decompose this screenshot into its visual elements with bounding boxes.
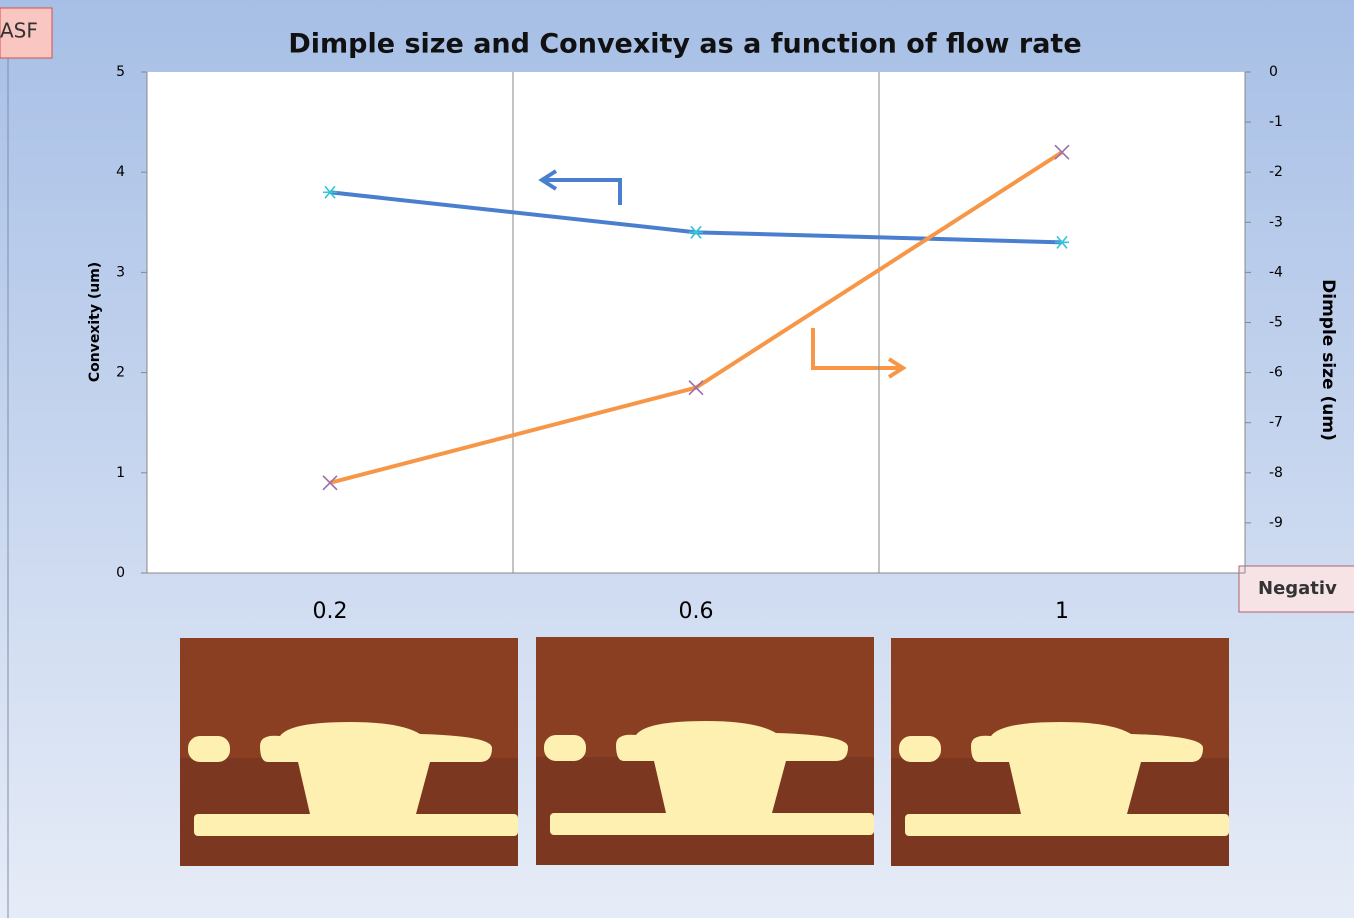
plot-area (147, 72, 1245, 573)
y-axis-label: Convexity (um) (87, 262, 103, 382)
annotation: ASF (0, 19, 38, 43)
y2-tick-label: -8 (1269, 465, 1283, 481)
page: Dimple size and Convexity as a function … (0, 0, 1354, 918)
y2-tick-label: -2 (1269, 164, 1283, 180)
x-tick-label: 1 (1055, 599, 1069, 624)
y2-tick-label: -7 (1269, 415, 1283, 431)
y2-tick-label: -5 (1269, 315, 1283, 331)
y-tick-label: 5 (116, 64, 125, 80)
cross-section-photo (536, 637, 874, 865)
x-tick-label: 0.2 (313, 599, 348, 624)
y-tick-label: 1 (116, 465, 125, 481)
y2-tick-label: -1 (1269, 114, 1283, 130)
y-tick-label: 3 (116, 264, 125, 280)
y2-tick-label: 0 (1269, 64, 1278, 80)
y-tick-label: 4 (116, 164, 125, 180)
y2-tick-label: -6 (1269, 365, 1283, 381)
cross-section-photo (891, 638, 1229, 866)
y-tick-label: 0 (116, 565, 125, 581)
cross-section-photo (180, 638, 518, 866)
y2-tick-label: -4 (1269, 264, 1283, 280)
y2-tick-label: -9 (1269, 515, 1283, 531)
x-tick-label: 0.6 (679, 599, 714, 624)
y2-axis-label: Dimple size (um) (1318, 279, 1338, 441)
y-tick-label: 2 (116, 365, 125, 381)
y2-tick-label: -3 (1269, 214, 1283, 230)
chart: Dimple size and Convexity as a function … (0, 0, 1354, 918)
annotation: Negativ (1258, 578, 1337, 599)
chart-title: Dimple size and Convexity as a function … (288, 29, 1081, 60)
